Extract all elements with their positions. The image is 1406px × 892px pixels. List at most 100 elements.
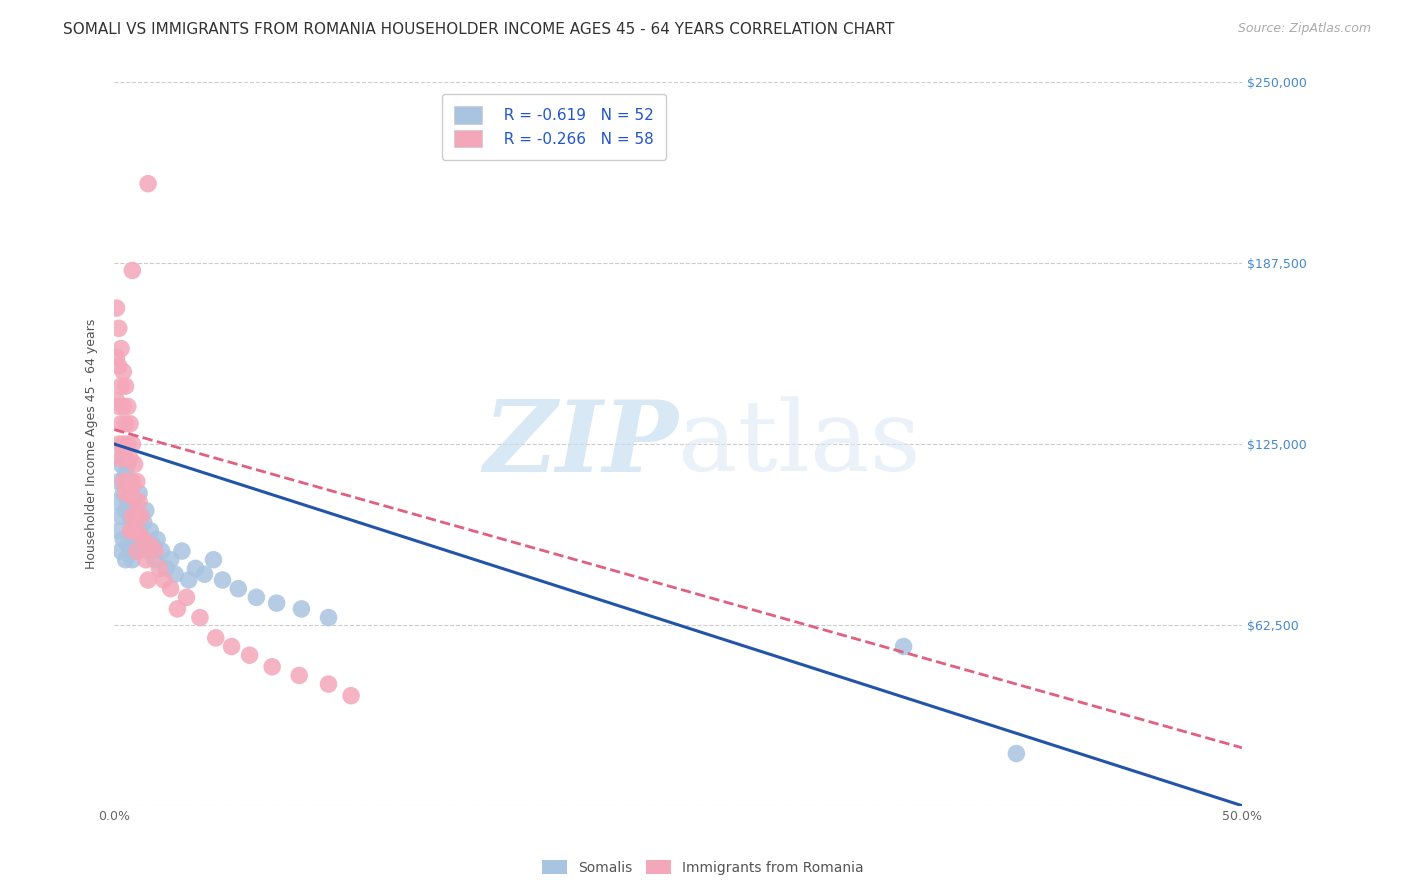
Point bbox=[107, 437, 129, 451]
Point bbox=[105, 495, 128, 509]
Point bbox=[153, 573, 176, 587]
Point bbox=[110, 379, 132, 393]
Point bbox=[110, 342, 132, 356]
Point bbox=[262, 659, 284, 673]
Point bbox=[239, 648, 262, 663]
Point bbox=[135, 553, 157, 567]
Point bbox=[221, 640, 243, 654]
Point bbox=[139, 524, 162, 538]
Point bbox=[1005, 747, 1028, 761]
Point bbox=[114, 379, 136, 393]
Point bbox=[125, 544, 148, 558]
Point bbox=[107, 400, 129, 414]
Point bbox=[128, 524, 150, 538]
Text: ZIP: ZIP bbox=[484, 396, 678, 492]
Point bbox=[121, 437, 143, 451]
Point bbox=[128, 495, 150, 509]
Text: Source: ZipAtlas.com: Source: ZipAtlas.com bbox=[1237, 22, 1371, 36]
Point bbox=[120, 451, 142, 466]
Point bbox=[114, 417, 136, 431]
Point bbox=[159, 553, 181, 567]
Point bbox=[893, 640, 915, 654]
Point bbox=[120, 486, 142, 500]
Point bbox=[121, 480, 143, 494]
Point bbox=[121, 515, 143, 529]
Point bbox=[110, 509, 132, 524]
Point bbox=[132, 533, 155, 547]
Point bbox=[114, 553, 136, 567]
Point bbox=[110, 457, 132, 471]
Point bbox=[159, 582, 181, 596]
Point bbox=[128, 486, 150, 500]
Point bbox=[107, 524, 129, 538]
Point bbox=[155, 561, 177, 575]
Point bbox=[136, 544, 159, 558]
Point bbox=[139, 538, 162, 552]
Point bbox=[211, 573, 233, 587]
Point bbox=[148, 561, 170, 575]
Point bbox=[166, 602, 188, 616]
Point bbox=[105, 393, 128, 408]
Y-axis label: Householder Income Ages 45 - 64 years: Householder Income Ages 45 - 64 years bbox=[86, 318, 98, 569]
Point bbox=[112, 446, 135, 460]
Point bbox=[124, 495, 146, 509]
Point bbox=[135, 503, 157, 517]
Point bbox=[142, 538, 165, 552]
Point bbox=[105, 301, 128, 315]
Point bbox=[318, 610, 340, 624]
Point bbox=[120, 544, 142, 558]
Point bbox=[125, 509, 148, 524]
Point bbox=[105, 351, 128, 365]
Point bbox=[117, 538, 139, 552]
Point bbox=[114, 451, 136, 466]
Point bbox=[120, 524, 142, 538]
Point bbox=[176, 591, 198, 605]
Point bbox=[125, 544, 148, 558]
Point bbox=[124, 457, 146, 471]
Point bbox=[266, 596, 288, 610]
Point bbox=[112, 437, 135, 451]
Point bbox=[202, 553, 225, 567]
Point bbox=[136, 177, 159, 191]
Point bbox=[114, 503, 136, 517]
Legend: Somalis, Immigrants from Romania: Somalis, Immigrants from Romania bbox=[537, 855, 869, 880]
Point bbox=[124, 491, 146, 506]
Point bbox=[132, 515, 155, 529]
Point bbox=[125, 475, 148, 489]
Point bbox=[107, 321, 129, 335]
Text: SOMALI VS IMMIGRANTS FROM ROMANIA HOUSEHOLDER INCOME AGES 45 - 64 YEARS CORRELAT: SOMALI VS IMMIGRANTS FROM ROMANIA HOUSEH… bbox=[63, 22, 894, 37]
Point bbox=[112, 365, 135, 379]
Point bbox=[112, 486, 135, 500]
Point bbox=[131, 509, 153, 524]
Point bbox=[170, 544, 193, 558]
Point bbox=[112, 533, 135, 547]
Point bbox=[112, 400, 135, 414]
Point bbox=[177, 573, 200, 587]
Point bbox=[226, 582, 249, 596]
Point bbox=[121, 263, 143, 277]
Point bbox=[114, 486, 136, 500]
Legend:   R = -0.619   N = 52,   R = -0.266   N = 58: R = -0.619 N = 52, R = -0.266 N = 58 bbox=[441, 94, 666, 160]
Point bbox=[117, 437, 139, 451]
Point bbox=[124, 524, 146, 538]
Point bbox=[143, 553, 166, 567]
Point bbox=[340, 689, 363, 703]
Point bbox=[143, 544, 166, 558]
Point bbox=[128, 526, 150, 541]
Point bbox=[117, 475, 139, 489]
Point bbox=[150, 544, 173, 558]
Point bbox=[245, 591, 267, 605]
Point bbox=[117, 400, 139, 414]
Point bbox=[120, 417, 142, 431]
Point bbox=[125, 509, 148, 524]
Point bbox=[204, 631, 226, 645]
Point bbox=[121, 509, 143, 524]
Point bbox=[188, 610, 211, 624]
Point bbox=[110, 451, 132, 466]
Point bbox=[165, 567, 187, 582]
Point bbox=[107, 475, 129, 489]
Point bbox=[121, 475, 143, 489]
Point bbox=[110, 544, 132, 558]
Point bbox=[107, 359, 129, 373]
Point bbox=[117, 495, 139, 509]
